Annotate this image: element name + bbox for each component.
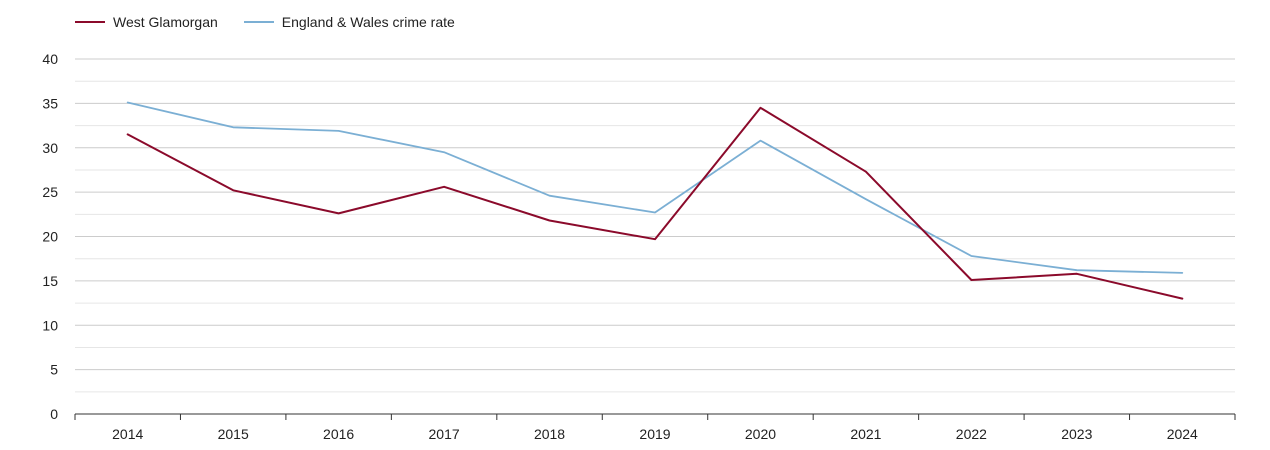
x-tick-label: 2022 [956, 426, 987, 442]
x-tick-label: 2020 [745, 426, 776, 442]
x-tick-label: 2017 [429, 426, 460, 442]
legend-item-west-glamorgan: West Glamorgan [75, 14, 218, 30]
x-axis-labels: 2014 2015 2016 2017 2018 2019 2020 2021 2022 2023… [112, 426, 1198, 442]
y-tick-label: 15 [42, 273, 58, 289]
x-tick-label: 2021 [850, 426, 881, 442]
y-tick-label: 35 [42, 95, 58, 111]
y-tick-label: 25 [42, 184, 58, 200]
series-line-west-glamorgan [126, 106, 1184, 300]
x-axis-ticks [74, 414, 1236, 420]
y-tick-label: 20 [42, 229, 58, 245]
y-tick-label: 0 [50, 406, 58, 422]
x-tick-label: 2019 [639, 426, 670, 442]
legend-label-england-wales: England & Wales crime rate [281, 14, 455, 30]
legend-swatch-england-wales [243, 21, 274, 23]
x-tick-label: 2015 [218, 426, 249, 442]
x-tick-label: 2014 [112, 426, 143, 442]
chart-legend: West Glamorgan England & Wales crime rat… [75, 14, 455, 30]
x-tick-label: 2024 [1167, 426, 1198, 442]
legend-label-west-glamorgan: West Glamorgan [113, 14, 218, 30]
legend-swatch-west-glamorgan [75, 21, 105, 23]
x-tick-label: 2018 [534, 426, 565, 442]
y-tick-label: 5 [50, 362, 58, 378]
gridlines [75, 58, 1235, 393]
y-axis-labels: 0 5 10 15 20 25 30 35 40 [42, 51, 58, 422]
y-tick-label: 30 [42, 140, 58, 156]
x-tick-label: 2016 [323, 426, 354, 442]
y-tick-label: 40 [42, 51, 58, 67]
y-tick-label: 10 [42, 317, 58, 333]
series-line-england-wales-crime-rate [126, 101, 1184, 274]
x-tick-label: 2023 [1061, 426, 1092, 442]
legend-item-england-wales: England & Wales crime rate [243, 14, 455, 30]
